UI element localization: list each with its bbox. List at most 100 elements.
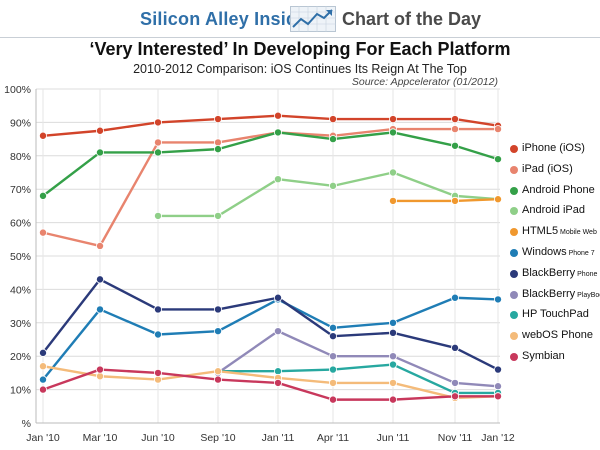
data-point <box>213 367 222 376</box>
axes: % 10% 20% 30% 40% 50% 60% 70% 80% 90% 100% Jan '10 M… <box>4 84 515 444</box>
legend-swatch <box>510 165 518 174</box>
data-point <box>328 365 337 374</box>
data-point <box>388 168 397 177</box>
data-point <box>153 148 162 157</box>
data-point <box>153 368 162 377</box>
legend-name: BlackBerry <box>522 287 576 300</box>
data-point <box>96 126 105 135</box>
x-tick-label: Nov '11 <box>438 432 473 444</box>
legend-name: HP TouchPad <box>522 308 589 321</box>
data-point <box>213 375 222 384</box>
data-point <box>450 343 459 352</box>
data-point <box>39 348 48 357</box>
data-point <box>153 211 162 220</box>
data-point <box>388 115 397 124</box>
legend-name-sub: PlayBook <box>577 291 600 299</box>
data-point <box>96 372 105 381</box>
data-point <box>328 395 337 404</box>
chart-subtitle: 2010-2012 Comparison: iOS Continues Its … <box>133 62 467 76</box>
data-point <box>388 328 397 337</box>
y-tick-label: 50% <box>10 251 31 263</box>
data-point <box>273 175 282 184</box>
legend-swatch <box>510 186 518 195</box>
y-tick-label: 100% <box>4 84 31 96</box>
data-point <box>213 305 222 314</box>
legend-label: HP TouchPad <box>522 308 589 320</box>
legend-name-sub: Phone 7 <box>566 250 595 257</box>
data-point <box>273 111 282 120</box>
data-point <box>273 327 282 336</box>
data-point <box>388 360 397 369</box>
legend-label: Windows Phone 7 <box>522 246 595 258</box>
data-point <box>388 128 397 137</box>
data-point <box>39 131 48 140</box>
brand-name: Silicon Alley Insider <box>140 9 315 29</box>
data-point <box>388 196 397 205</box>
x-tick-label: Sep '10 <box>200 432 235 444</box>
series-line <box>393 198 499 203</box>
data-point <box>388 378 397 387</box>
data-point <box>328 352 337 361</box>
data-point <box>273 367 282 376</box>
chart-source: Source: Appcelerator (01/2012) <box>352 76 498 88</box>
series-lines <box>39 111 502 404</box>
data-point <box>96 148 105 157</box>
data-point <box>39 375 48 384</box>
data-point <box>388 352 397 361</box>
data-point <box>328 115 337 124</box>
data-point <box>39 362 48 371</box>
y-tick-label: 30% <box>10 318 31 330</box>
legend-label: Android iPad <box>522 204 585 216</box>
data-point <box>450 392 459 401</box>
legend-swatch <box>510 353 518 361</box>
legend-name: Windows <box>522 246 567 258</box>
data-point <box>328 323 337 332</box>
data-point <box>96 365 105 374</box>
data-point <box>153 330 162 339</box>
legend-swatch <box>510 269 518 278</box>
data-point <box>388 395 397 404</box>
legend-name: BlackBerry <box>522 266 576 279</box>
data-point <box>450 293 459 302</box>
legend-swatch <box>510 228 518 237</box>
data-point <box>153 305 162 314</box>
data-point <box>450 378 459 387</box>
legend-label: iPad (iOS) <box>522 163 573 175</box>
section-title: Chart of the Day <box>342 9 482 29</box>
data-point <box>328 181 337 190</box>
x-tick-label: Mar '10 <box>83 432 118 444</box>
data-point <box>493 295 502 304</box>
legend-name: iPad (iOS) <box>522 162 573 175</box>
data-point <box>153 118 162 127</box>
data-point <box>493 382 502 391</box>
data-point <box>450 115 459 124</box>
header-banner: Silicon Alley Insider Chart of the Day <box>0 0 600 38</box>
y-tick-label: 80% <box>10 151 31 163</box>
series-line <box>217 329 499 388</box>
x-tick-label: Jan '10 <box>26 432 60 444</box>
data-point <box>493 365 502 374</box>
x-tick-label: Jan '12 <box>481 432 515 444</box>
y-tick-label: 40% <box>10 284 31 296</box>
series-symbian <box>39 365 502 404</box>
series-line <box>218 363 498 395</box>
data-point <box>153 138 162 147</box>
data-point <box>450 141 459 150</box>
legend-swatch <box>510 207 518 216</box>
y-tick-label: 20% <box>10 351 31 363</box>
data-point <box>328 378 337 387</box>
data-point <box>493 125 502 134</box>
data-point <box>96 305 105 314</box>
data-point <box>450 196 459 205</box>
data-point <box>273 293 282 302</box>
legend-swatch <box>510 311 518 320</box>
y-tick-label: 60% <box>10 218 31 230</box>
legend-name: Android iPad <box>522 204 585 217</box>
x-tick-label: Apr '11 <box>317 432 349 444</box>
chart-title: ‘Very Interested’ In Developing For Each… <box>89 39 511 59</box>
data-point <box>153 375 162 384</box>
series-html5-mobile-web <box>388 195 502 205</box>
legend-label: HTML5 Mobile Web <box>522 225 597 237</box>
data-point <box>39 191 48 200</box>
